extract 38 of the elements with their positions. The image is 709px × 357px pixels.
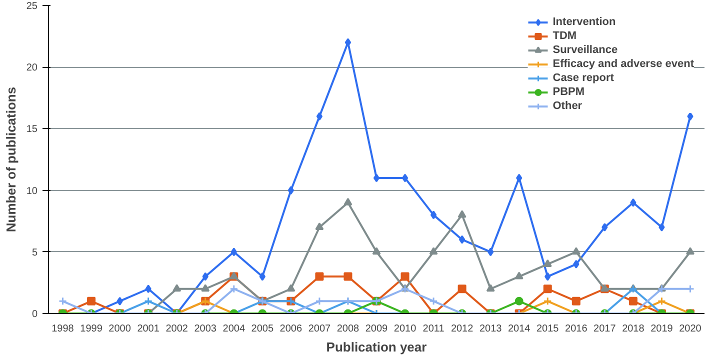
x-axis-title: Publication year — [326, 340, 427, 354]
x-tick-label: 2005 — [251, 324, 274, 334]
x-tick-label: 2009 — [365, 324, 388, 334]
y-tick-label: 15 — [26, 124, 38, 136]
x-tick-label: 2018 — [622, 324, 645, 334]
y-tick-label: 25 — [26, 1, 38, 12]
y-tick-label: 0 — [32, 309, 38, 320]
x-tick-label: 2007 — [308, 324, 332, 334]
legend-label: Efficacy and adverse event — [552, 57, 694, 71]
legend-label: Surveillance — [552, 43, 618, 57]
x-tick-label: 2008 — [336, 324, 360, 334]
y-tick-label: 10 — [26, 186, 38, 197]
x-tick-label: 2012 — [450, 324, 474, 334]
legend-label: Other — [552, 99, 582, 113]
x-tick-label: 2013 — [479, 324, 502, 334]
x-tick-label: 2003 — [194, 324, 217, 334]
y-tick-label: 5 — [32, 247, 38, 258]
x-tick-label: 2015 — [536, 324, 560, 334]
x-tick-label: 2006 — [280, 324, 302, 334]
legend-label: Case report — [552, 71, 614, 85]
x-tick-label: 2019 — [650, 324, 674, 334]
x-tick-label: 2020 — [679, 324, 702, 334]
x-tick-label: 2001 — [137, 324, 160, 334]
x-tick-label: 2014 — [508, 324, 531, 334]
x-tick-label: 2002 — [166, 324, 188, 334]
x-tick-label: 1998 — [52, 324, 74, 334]
x-tick-label: 1999 — [80, 324, 103, 334]
x-tick-label: 2000 — [108, 324, 132, 334]
x-tick-label: 2011 — [422, 324, 445, 334]
x-tick-label: 2016 — [565, 324, 588, 334]
x-tick-label: 2017 — [594, 324, 616, 334]
legend-label: PBPM — [552, 85, 585, 99]
y-tick-label: 20 — [26, 62, 38, 74]
legend-label: Intervention — [552, 15, 616, 29]
y-axis-title: Number of publications — [3, 86, 18, 232]
x-tick-label: 2010 — [394, 324, 417, 334]
legend-label: TDM — [552, 29, 577, 43]
x-tick-label: 2004 — [222, 324, 246, 334]
